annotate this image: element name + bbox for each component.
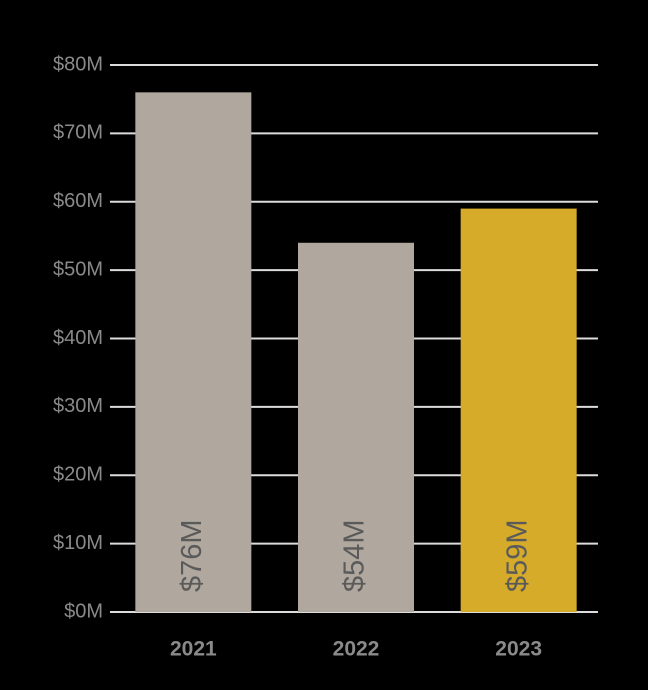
bar: [298, 242, 414, 612]
value-label: $54M: [339, 519, 371, 592]
value-label: $59M: [501, 519, 533, 592]
y-tick-label: $60M: [53, 190, 103, 212]
bar: [135, 92, 252, 613]
y-tick-label: $30M: [53, 395, 103, 417]
y-tick-label: $10M: [53, 532, 103, 554]
y-tick-label: $70M: [53, 122, 103, 144]
x-tick-label: 2022: [333, 638, 380, 661]
x-tick-label: 2021: [170, 638, 217, 661]
x-tick-label: 2023: [495, 638, 542, 661]
bar: [460, 208, 577, 612]
y-tick-label: $50M: [53, 258, 103, 280]
y-tick-label: $80M: [53, 53, 103, 75]
y-tick-label: $20M: [53, 464, 103, 486]
y-tick-label: $0M: [64, 600, 103, 622]
y-tick-label: $40M: [53, 327, 103, 349]
value-label: $76M: [176, 519, 208, 592]
